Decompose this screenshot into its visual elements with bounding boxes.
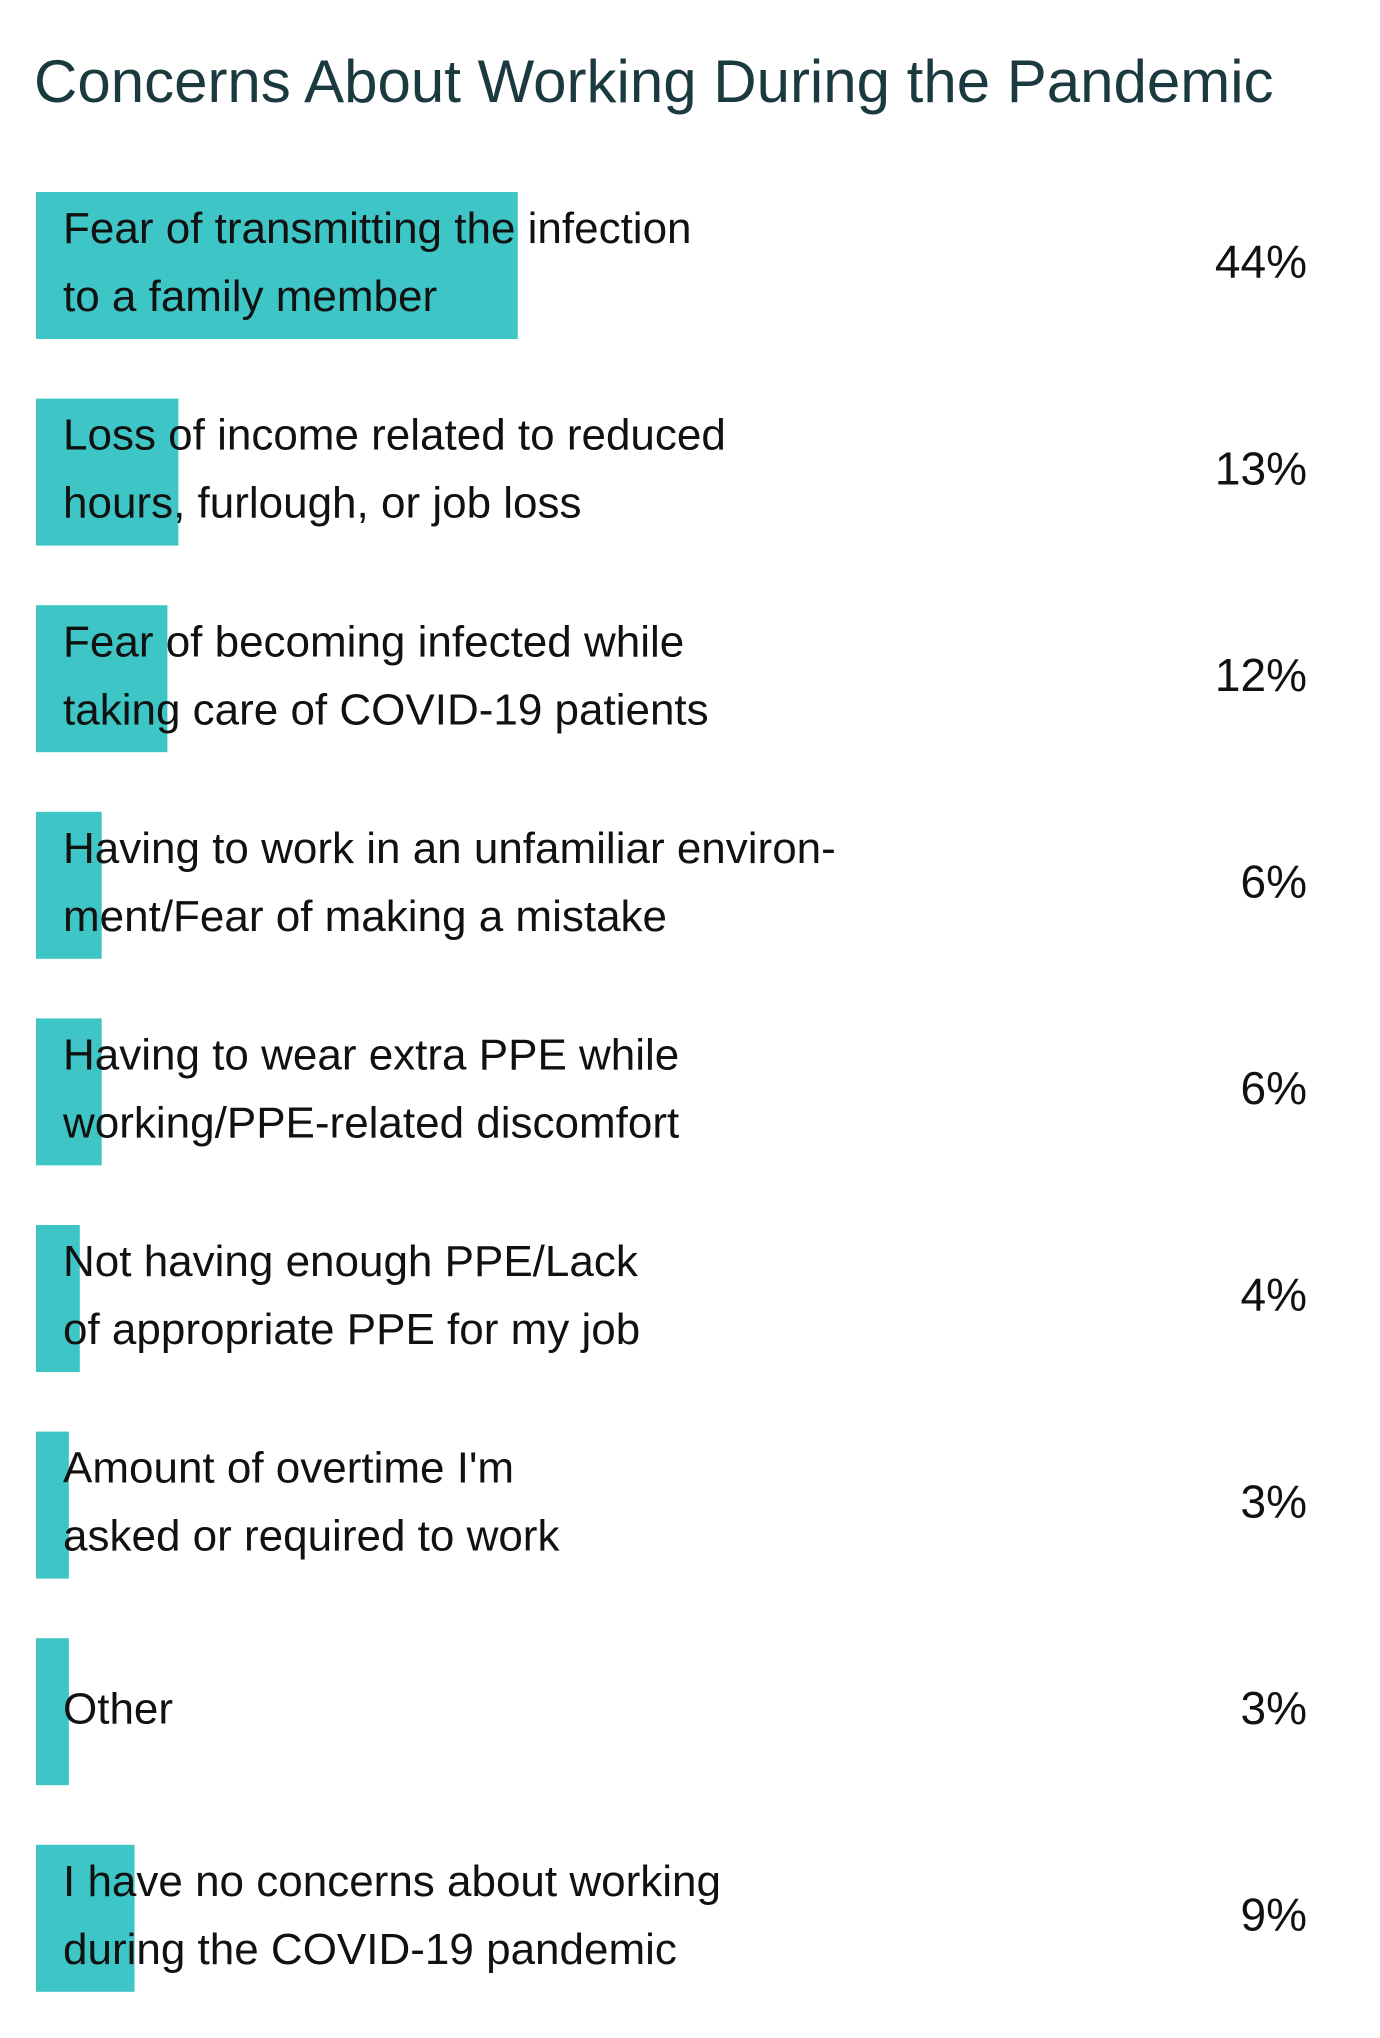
category-label: ment/Fear of making a mistake	[63, 892, 667, 941]
bar	[36, 192, 518, 339]
bar	[36, 398, 179, 546]
bar	[36, 1431, 69, 1579]
chart-title: Concerns About Working During the Pandem…	[34, 48, 1274, 115]
category-label: of appropriate PPE for my job	[63, 1305, 640, 1354]
value-label: 3%	[1241, 1475, 1307, 1527]
bar	[36, 1225, 80, 1372]
bar	[36, 811, 102, 959]
category-label: Other	[63, 1684, 173, 1733]
category-label: Having to wear extra PPE while	[63, 1031, 679, 1080]
category-label: to a family member	[63, 272, 437, 321]
value-label: 6%	[1241, 1062, 1307, 1114]
category-label: taking care of COVID-19 patients	[63, 685, 709, 734]
category-label: asked or required to work	[63, 1512, 560, 1561]
bar	[36, 1844, 135, 1992]
value-label: 13%	[1215, 442, 1307, 494]
category-label: I have no concerns about working	[63, 1857, 721, 1906]
category-label: Not having enough PPE/Lack	[63, 1237, 639, 1286]
value-label: 3%	[1241, 1682, 1307, 1734]
category-label: Fear of transmitting the infection	[63, 204, 692, 253]
value-label: 12%	[1215, 649, 1307, 701]
category-label: hours, furlough, or job loss	[63, 479, 582, 528]
value-label: 6%	[1241, 855, 1307, 907]
category-label: Having to work in an unfamiliar environ-	[63, 824, 836, 873]
category-label: during the COVID-19 pandemic	[63, 1925, 677, 1974]
value-label: 44%	[1215, 236, 1307, 288]
category-label: Fear of becoming infected while	[63, 617, 684, 666]
category-label: working/PPE-related discomfort	[62, 1099, 679, 1148]
bar	[36, 1638, 69, 1786]
bar	[36, 605, 168, 753]
value-label: 9%	[1241, 1888, 1307, 1940]
bar	[36, 1018, 102, 1166]
category-label: Amount of overtime I'm	[63, 1444, 514, 1493]
value-label: 4%	[1241, 1269, 1307, 1321]
category-label: Loss of income related to reduced	[63, 411, 726, 460]
